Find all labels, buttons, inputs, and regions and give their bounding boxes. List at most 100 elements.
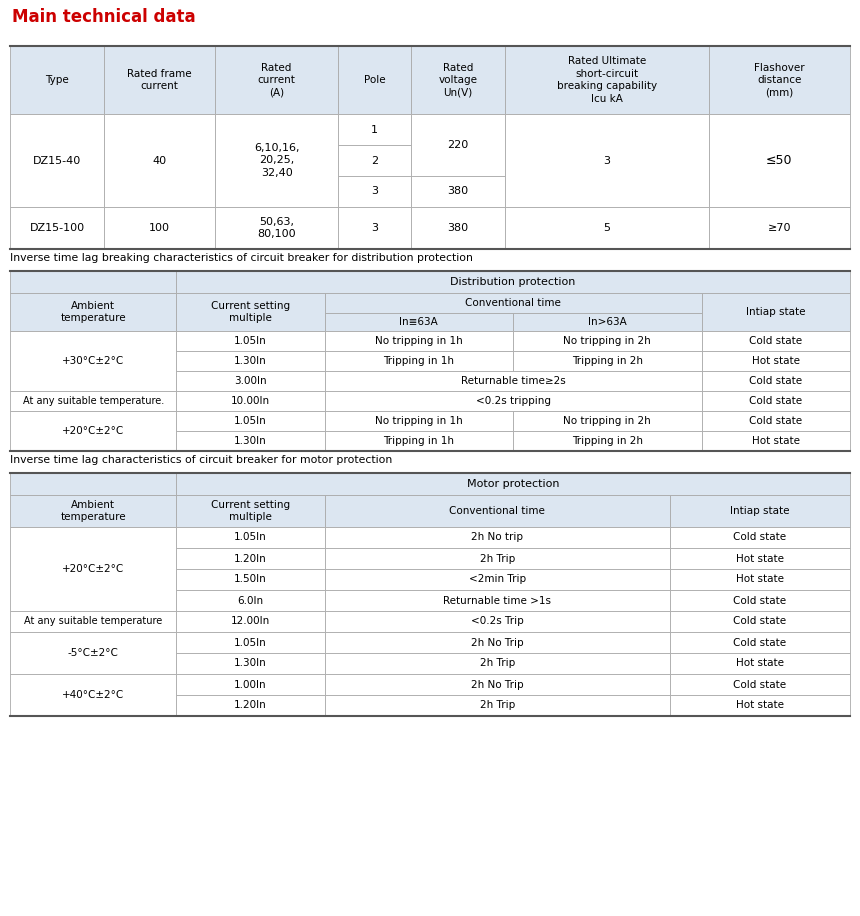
Bar [10, 207, 104, 249]
Text: 2h Trip: 2h Trip [480, 553, 515, 563]
Text: DZ15-40: DZ15-40 [33, 156, 82, 166]
Text: Cold state: Cold state [749, 416, 802, 426]
Text: Rated frame
current: Rated frame current [127, 69, 192, 92]
Bar [338, 114, 411, 145]
Bar [324, 569, 670, 590]
Bar [10, 611, 176, 632]
Bar [10, 271, 176, 293]
Bar [702, 351, 850, 371]
Bar [176, 351, 324, 371]
Text: ≤50: ≤50 [766, 154, 793, 167]
Text: Intiap state: Intiap state [746, 307, 805, 317]
Bar [505, 207, 710, 249]
Bar [411, 46, 505, 114]
Text: No tripping in 1h: No tripping in 1h [375, 416, 463, 426]
Text: Intiap state: Intiap state [730, 506, 789, 516]
Bar [670, 632, 850, 653]
Bar [324, 548, 670, 569]
Bar [670, 695, 850, 716]
Text: In≣63A: In≣63A [399, 317, 438, 327]
Bar [324, 674, 670, 695]
Text: Main technical data: Main technical data [12, 8, 196, 26]
Bar [10, 331, 176, 391]
Bar [324, 351, 513, 371]
Bar [670, 674, 850, 695]
Bar [702, 371, 850, 391]
Text: 1.30In: 1.30In [234, 436, 267, 446]
Bar [505, 114, 710, 207]
Bar [104, 114, 215, 207]
Bar [10, 46, 104, 114]
Bar [324, 411, 513, 431]
Bar [10, 495, 176, 527]
Bar [176, 431, 324, 451]
Bar [324, 371, 702, 391]
Text: Flashover
distance
(mm): Flashover distance (mm) [754, 62, 805, 97]
Text: DZ15-100: DZ15-100 [29, 223, 85, 233]
Bar [513, 431, 702, 451]
Text: Returnable time≥2s: Returnable time≥2s [461, 376, 565, 386]
Bar [411, 207, 505, 249]
Text: +30°C±2°C: +30°C±2°C [62, 356, 125, 366]
Text: Current setting
multiple: Current setting multiple [211, 500, 290, 522]
Bar [176, 611, 324, 632]
Text: Cold state: Cold state [734, 638, 787, 648]
Text: ≥70: ≥70 [768, 223, 791, 233]
Text: Motor protection: Motor protection [467, 479, 559, 489]
Bar [324, 632, 670, 653]
Bar [104, 207, 215, 249]
Text: No tripping in 2h: No tripping in 2h [563, 336, 651, 346]
Bar [324, 331, 513, 351]
Bar [176, 653, 324, 674]
Text: Returnable time >1s: Returnable time >1s [443, 595, 551, 605]
Text: Inverse time lag characteristics of circuit breaker for motor protection: Inverse time lag characteristics of circ… [10, 455, 392, 465]
Bar [513, 411, 702, 431]
Bar [10, 411, 176, 451]
Bar [176, 695, 324, 716]
Text: At any suitable temperature.: At any suitable temperature. [22, 396, 164, 406]
Text: +20°C±2°C: +20°C±2°C [62, 564, 125, 574]
Text: 3: 3 [372, 187, 378, 197]
Text: 1.50In: 1.50In [234, 574, 267, 584]
Text: Pole: Pole [364, 75, 385, 85]
Bar [324, 495, 670, 527]
Text: Ambient
temperature: Ambient temperature [60, 300, 126, 323]
Text: 50,63,
80,100: 50,63, 80,100 [257, 217, 296, 239]
Bar [324, 695, 670, 716]
Text: <0.2s Trip: <0.2s Trip [471, 616, 524, 627]
Text: 6,10,16,
20,25,
32,40: 6,10,16, 20,25, 32,40 [254, 143, 299, 178]
Text: Cold state: Cold state [734, 532, 787, 542]
Bar [176, 495, 324, 527]
Bar [670, 495, 850, 527]
Text: 1.05In: 1.05In [234, 638, 267, 648]
Bar [324, 590, 670, 611]
Bar [324, 313, 513, 331]
Text: 3.00In: 3.00In [234, 376, 267, 386]
Bar [324, 391, 702, 411]
Text: 2h No Trip: 2h No Trip [471, 638, 524, 648]
Bar [176, 331, 324, 351]
Text: 100: 100 [149, 223, 170, 233]
Bar [338, 207, 411, 249]
Text: Hot state: Hot state [736, 553, 784, 563]
Bar [176, 674, 324, 695]
Text: Cold state: Cold state [734, 680, 787, 690]
Text: Tripping in 2h: Tripping in 2h [572, 356, 642, 366]
Bar [176, 371, 324, 391]
Text: Rated Ultimate
short-circuit
breaking capability
Icu kA: Rated Ultimate short-circuit breaking ca… [556, 57, 657, 104]
Bar [702, 391, 850, 411]
Text: Conventional time: Conventional time [465, 298, 561, 308]
Text: Rated
current
(A): Rated current (A) [258, 62, 296, 97]
Text: 12.00In: 12.00In [230, 616, 270, 627]
Bar [10, 674, 176, 716]
Text: Hot state: Hot state [752, 356, 800, 366]
Bar [702, 293, 850, 331]
Text: No tripping in 1h: No tripping in 1h [375, 336, 463, 346]
Text: Hot state: Hot state [736, 701, 784, 711]
Text: 3: 3 [604, 156, 611, 166]
Bar [10, 632, 176, 674]
Text: 40: 40 [152, 156, 167, 166]
Text: 2h Trip: 2h Trip [480, 701, 515, 711]
Bar [176, 391, 324, 411]
Text: Distribution protection: Distribution protection [451, 277, 575, 287]
